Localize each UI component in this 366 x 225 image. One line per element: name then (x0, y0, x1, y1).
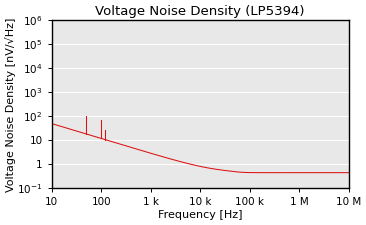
X-axis label: Frequency [Hz]: Frequency [Hz] (158, 210, 242, 220)
Y-axis label: Voltage Noise Density [nV/√Hz]: Voltage Noise Density [nV/√Hz] (5, 17, 16, 191)
Title: Voltage Noise Density (LP5394): Voltage Noise Density (LP5394) (95, 5, 305, 18)
